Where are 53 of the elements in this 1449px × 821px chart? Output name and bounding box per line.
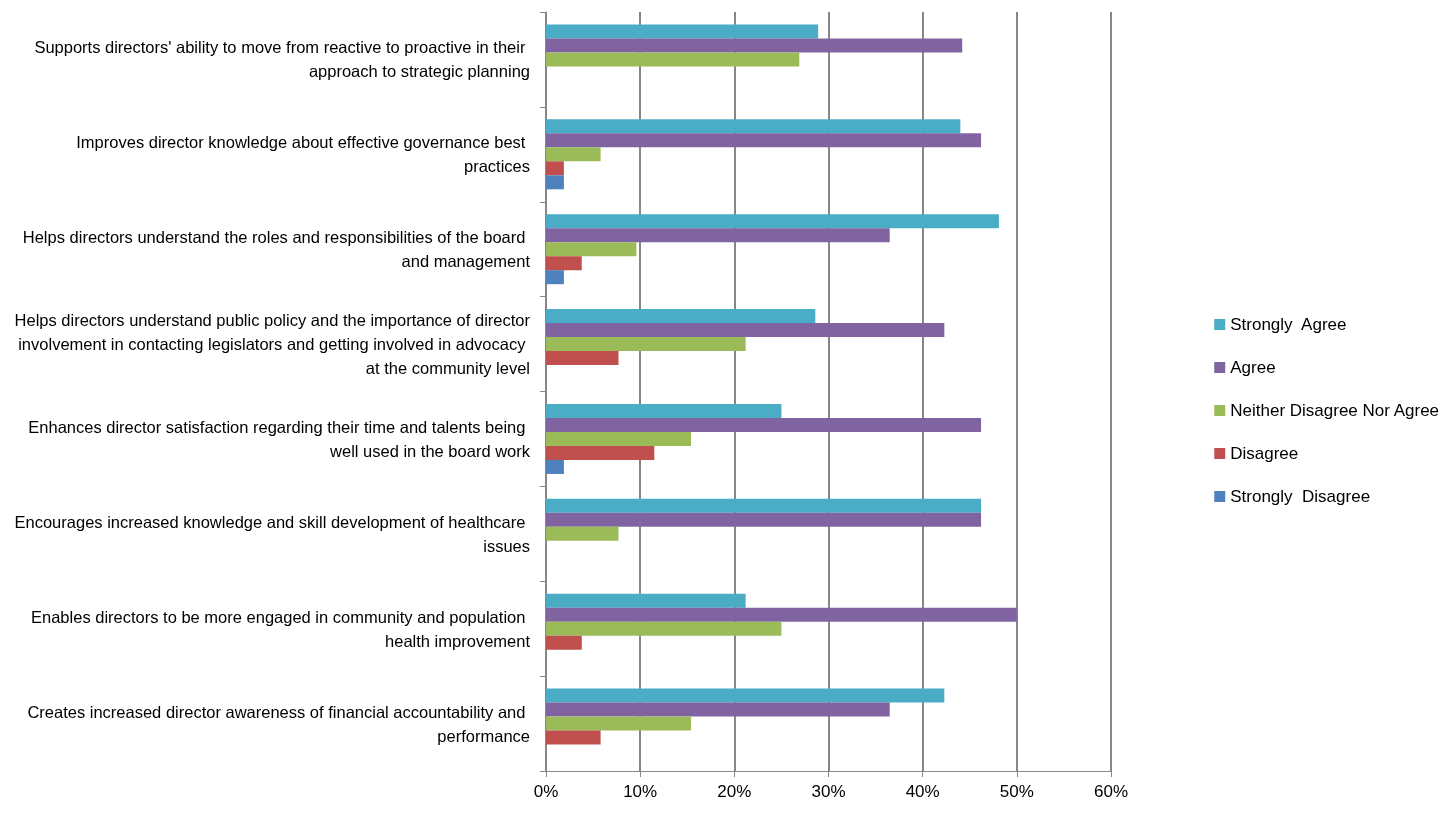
legend-label: Neither Disagree Nor Agree [1230, 401, 1440, 420]
x-tick-label: 0% [533, 782, 559, 801]
bar [546, 403, 782, 418]
legend-label: Strongly Agree [1230, 315, 1347, 334]
x-tick-label: 10% [623, 782, 658, 801]
y-tick-label: Encourages increased knowledge and skill development of healthcare issues [14, 512, 530, 555]
bar [546, 702, 890, 717]
bar [546, 730, 601, 745]
legend-label: Agree [1230, 358, 1276, 377]
bar [546, 228, 890, 243]
bar [546, 256, 582, 271]
bar [546, 242, 637, 257]
bar [546, 688, 945, 703]
bar [546, 607, 1017, 622]
bar [546, 161, 564, 176]
bar [546, 716, 692, 731]
bar [546, 498, 982, 513]
bar [546, 621, 782, 636]
bar [546, 417, 982, 432]
bar [546, 52, 800, 67]
bar [546, 270, 564, 285]
y-tick-label: Supports directors' ability to move from reactive to proactive in their approach to strategic planning [34, 38, 530, 81]
legend-label: Disagree [1230, 444, 1299, 463]
y-tick-label: Helps directors understand public policy and the importance of director involvement in contacting legislators and getting involved in advocacy at the community level [13, 311, 531, 378]
bar [546, 512, 982, 527]
y-tick-label: Enhances director satisfaction regarding their time and talents being well used in the board work [28, 417, 531, 460]
bar [546, 323, 945, 338]
bar [546, 337, 746, 352]
x-tick-label: 20% [717, 782, 752, 801]
legend-label: Strongly Disagree [1230, 487, 1371, 506]
y-tick-label: Helps directors understand the roles and responsibilities of the board and management [22, 228, 531, 271]
x-tick-label: 60% [1093, 782, 1129, 801]
bar [546, 309, 816, 324]
bar [546, 133, 982, 148]
y-tick-label: Enables directors to be more engaged in community and population health improvement [31, 607, 531, 650]
bar [546, 593, 746, 608]
bar [546, 635, 582, 650]
bar [546, 351, 619, 366]
bar [546, 119, 961, 134]
bar [546, 526, 619, 541]
bar [546, 175, 564, 190]
bar [546, 147, 601, 162]
bar [546, 431, 692, 446]
x-tick-label: 30% [811, 782, 846, 801]
bar [546, 445, 655, 460]
bar [546, 214, 999, 229]
bar [546, 459, 564, 474]
x-tick-label: 50% [999, 782, 1034, 801]
x-tick-label: 40% [905, 782, 940, 801]
y-tick-label: Improves director knowledge about effective governance best practices [76, 133, 530, 176]
bar [546, 24, 819, 39]
y-tick-label: Creates increased director awareness of financial accountability and performance [27, 702, 530, 745]
bar [546, 38, 963, 53]
